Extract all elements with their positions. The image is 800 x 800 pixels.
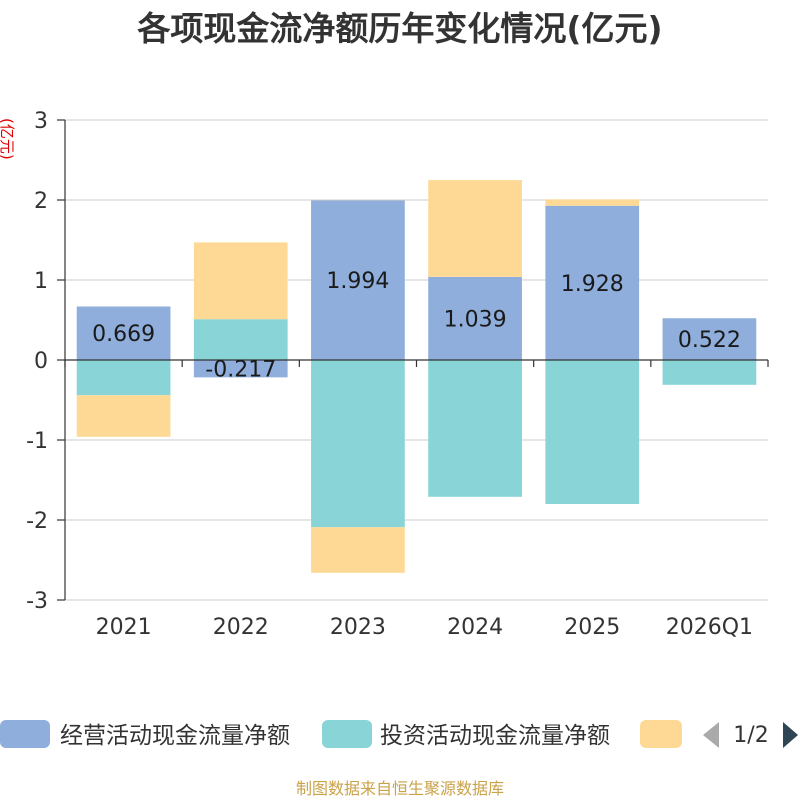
bar-series-1-2021 bbox=[76, 306, 171, 360]
legend-swatch-series-3 bbox=[640, 720, 682, 748]
triangle-right-icon[interactable] bbox=[783, 722, 798, 748]
y-tick-label: 1 bbox=[34, 269, 48, 294]
y-tick-label: 3 bbox=[34, 109, 48, 134]
y-tick-label: 0 bbox=[34, 349, 48, 374]
bar-series-1-2023 bbox=[311, 200, 405, 360]
bar-series-3-2025 bbox=[545, 199, 640, 206]
data-labels: 0.669 -0.217 1.994 1.039 1.928 0.522 bbox=[92, 269, 741, 382]
legend-label-series-2: 投资活动现金流量净额 bbox=[380, 723, 610, 749]
legend-item-series-2[interactable]: 投资活动现金流量净额 bbox=[322, 720, 610, 749]
data-label-2023: 1.994 bbox=[326, 269, 389, 294]
bars bbox=[76, 180, 757, 573]
legend-swatch-series-1 bbox=[0, 720, 50, 748]
y-tick-label: -2 bbox=[26, 509, 48, 534]
legend-item-series-1[interactable]: 经营活动现金流量净额 bbox=[0, 720, 290, 749]
bar-series-2-2025 bbox=[545, 360, 640, 504]
gridlines bbox=[65, 119, 768, 601]
bar-series-1-2024 bbox=[428, 276, 522, 360]
data-label-2021: 0.669 bbox=[92, 322, 155, 347]
y-axis-label: (亿元) bbox=[0, 118, 16, 160]
legend-label-series-1: 经营活动现金流量净额 bbox=[60, 723, 290, 749]
bar-series-3-2022 bbox=[193, 242, 288, 320]
data-label-2024: 1.039 bbox=[444, 307, 507, 332]
y-tick-label: -3 bbox=[26, 589, 48, 614]
bar-series-3-2024 bbox=[428, 180, 522, 277]
bar-series-2-2024 bbox=[428, 360, 522, 497]
footer-source: 制图数据来自恒生聚源数据库 bbox=[296, 779, 504, 798]
legend-swatch-series-2 bbox=[322, 720, 372, 748]
data-label-2022: -0.217 bbox=[205, 358, 276, 383]
bar-series-1-2022 bbox=[193, 360, 288, 378]
y-tick-label: 2 bbox=[34, 189, 48, 214]
axes: -3 -2 -1 0 1 2 3 2021 2022 2023 2024 2025 2026Q1 bbox=[26, 109, 769, 640]
bar-series-2-2026Q1 bbox=[662, 360, 757, 385]
x-tick-label: 2026Q1 bbox=[666, 615, 753, 640]
chart-title: 各项现金流净额历年变化情况(亿元) bbox=[136, 9, 662, 48]
bar-series-3-2023 bbox=[311, 527, 405, 573]
legend: 经营活动现金流量净额 投资活动现金流量净额 1/2 bbox=[0, 720, 798, 749]
bar-series-1-2025 bbox=[545, 205, 640, 360]
data-label-2026Q1: 0.522 bbox=[678, 328, 741, 353]
data-label-2025: 1.928 bbox=[561, 272, 624, 297]
x-tick-label: 2024 bbox=[447, 615, 503, 640]
x-tick-label: 2022 bbox=[213, 615, 269, 640]
y-tick-label: -1 bbox=[26, 429, 48, 454]
legend-page-indicator: 1/2 bbox=[733, 723, 768, 748]
bar-series-1-2026Q1 bbox=[662, 318, 757, 360]
bar-series-2-2021 bbox=[76, 360, 171, 396]
x-tick-label: 2025 bbox=[564, 615, 620, 640]
x-tick-label: 2021 bbox=[96, 615, 152, 640]
x-tick-label: 2023 bbox=[330, 615, 386, 640]
triangle-left-icon[interactable] bbox=[703, 722, 719, 748]
bar-series-2-2022 bbox=[193, 319, 288, 360]
bar-series-2-2023 bbox=[311, 360, 405, 528]
bar-series-3-2021 bbox=[76, 395, 171, 437]
legend-item-series-3[interactable] bbox=[640, 720, 682, 748]
